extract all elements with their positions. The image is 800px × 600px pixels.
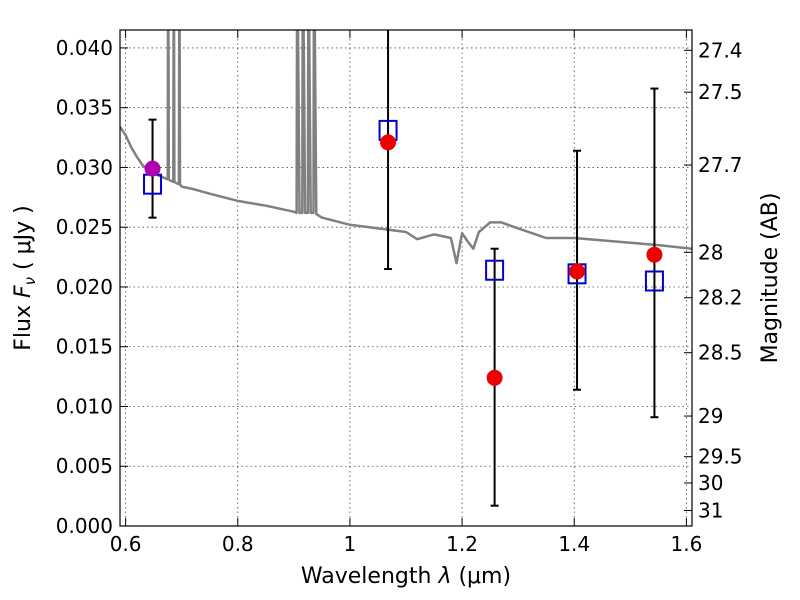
x-tick-label: 0.8 [222, 532, 254, 556]
y-tick-label: 0.035 [56, 96, 113, 120]
y2-tick-label: 28 [698, 240, 723, 264]
observed-flux-point [569, 263, 586, 280]
model-sed-line [120, 30, 692, 265]
observed-flux-point [380, 134, 397, 151]
y-tick-label: 0.030 [56, 155, 113, 179]
grid [120, 30, 692, 527]
y2-tick-label: 29.5 [698, 445, 743, 469]
observed-flux-point [646, 246, 663, 263]
axis-ticks: 0.6 0.8 1 1.2 1.4 1.6 0.000 0.005 0.010 0.015 0.02… [56, 30, 743, 556]
y2-tick-label: 30 [698, 471, 723, 495]
model-photometry-square [485, 259, 505, 281]
y2-tick-label: 29 [698, 404, 723, 428]
y2-tick-label: 27.4 [698, 38, 743, 62]
y-tick-label: 0.040 [56, 36, 113, 60]
y-tick-label: 0.000 [56, 514, 113, 538]
y-tick-label: 0.010 [56, 394, 113, 418]
x-axis-label: Wavelength λ (μm) [301, 564, 511, 589]
x-tick-label: 1 [344, 532, 357, 556]
plot-data [120, 30, 692, 507]
y2-axis-label: Magnitude (AB) [758, 193, 783, 364]
y2-tick-label: 27.5 [698, 80, 743, 104]
y-tick-label: 0.025 [56, 215, 113, 239]
x-tick-label: 1.6 [670, 532, 702, 556]
y2-tick-label: 28.2 [698, 286, 743, 310]
y2-tick-label: 31 [698, 498, 723, 522]
y-tick-label: 0.015 [56, 335, 113, 359]
y-tick-label: 0.005 [56, 454, 113, 478]
plot-frame [119, 29, 693, 527]
model-photometry-square [644, 270, 664, 292]
y-tick-label: 0.020 [56, 275, 113, 299]
observed-flux-optical-point [144, 160, 161, 177]
observed-flux-point [486, 369, 503, 386]
y-axis-label: Flux Fν ( μJy ) [11, 205, 39, 350]
x-tick-label: 0.6 [110, 532, 142, 556]
x-tick-label: 1.4 [558, 532, 590, 556]
y2-tick-label: 28.5 [698, 341, 743, 365]
y2-tick-label: 27.7 [698, 153, 743, 177]
x-tick-label: 1.2 [446, 532, 478, 556]
